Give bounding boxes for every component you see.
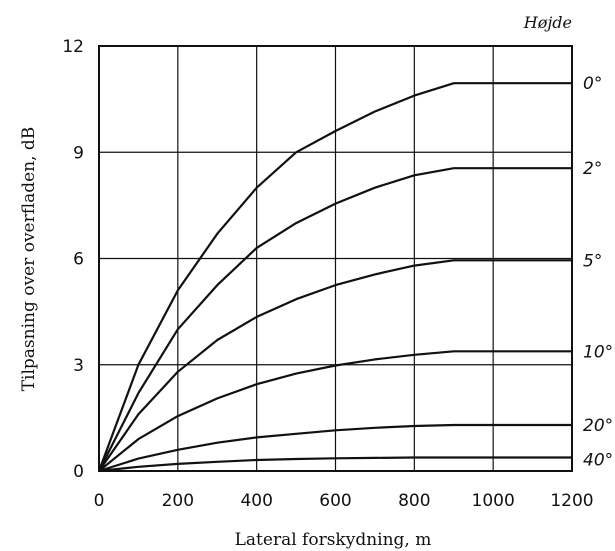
x-tick-label: 1200: [550, 491, 593, 511]
y-tick-label: 3: [73, 356, 84, 376]
y-tick-label: 0: [73, 462, 84, 482]
y-axis-title: Tilpasning over overfladen, dB: [19, 127, 39, 392]
x-tick-label: 600: [319, 491, 351, 511]
y-tick-label: 6: [73, 250, 84, 270]
x-tick-label: 0: [94, 491, 105, 511]
series-label: 20°: [583, 416, 613, 436]
y-tick-label: 9: [73, 143, 84, 163]
grid: [99, 46, 572, 471]
series-label: 10°: [583, 342, 613, 362]
series-label: 0°: [583, 74, 602, 94]
x-axis-title: Lateral forskydning, m: [235, 530, 432, 550]
series-label: 40°: [583, 451, 613, 471]
legend-title: Højde: [523, 13, 572, 32]
x-tick-label: 1000: [472, 491, 515, 511]
series-label: 5°: [583, 251, 602, 271]
series-label: 2°: [583, 159, 602, 179]
x-tick-label: 200: [162, 491, 194, 511]
y-tick-label: 12: [62, 37, 84, 57]
x-tick-labels: 0 200 400 600 800 1000 1200: [94, 491, 594, 511]
y-tick-labels: 0 3 6 9 12: [62, 37, 84, 482]
x-tick-label: 400: [240, 491, 272, 511]
x-tick-label: 800: [398, 491, 430, 511]
series-labels: 0° 2° 5° 10° 20° 40°: [583, 74, 613, 470]
